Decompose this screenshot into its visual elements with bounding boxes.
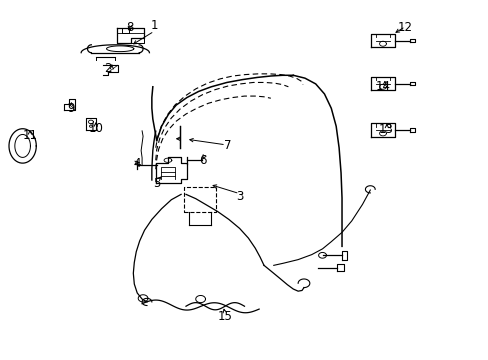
Text: 11: 11 [22, 129, 38, 142]
Text: 13: 13 [378, 123, 392, 136]
Text: 14: 14 [375, 80, 390, 93]
Text: 9: 9 [67, 102, 75, 115]
Text: 7: 7 [223, 139, 231, 152]
Text: 12: 12 [397, 21, 412, 34]
Text: 10: 10 [88, 122, 103, 135]
Text: 1: 1 [150, 19, 158, 32]
Text: 2: 2 [104, 62, 111, 75]
Text: 15: 15 [217, 310, 232, 323]
Text: 8: 8 [126, 21, 133, 34]
Text: 6: 6 [199, 154, 206, 167]
Bar [183, 187, 215, 212]
Text: 4: 4 [133, 157, 141, 170]
Text: 5: 5 [153, 177, 160, 190]
Text: 3: 3 [235, 190, 243, 203]
